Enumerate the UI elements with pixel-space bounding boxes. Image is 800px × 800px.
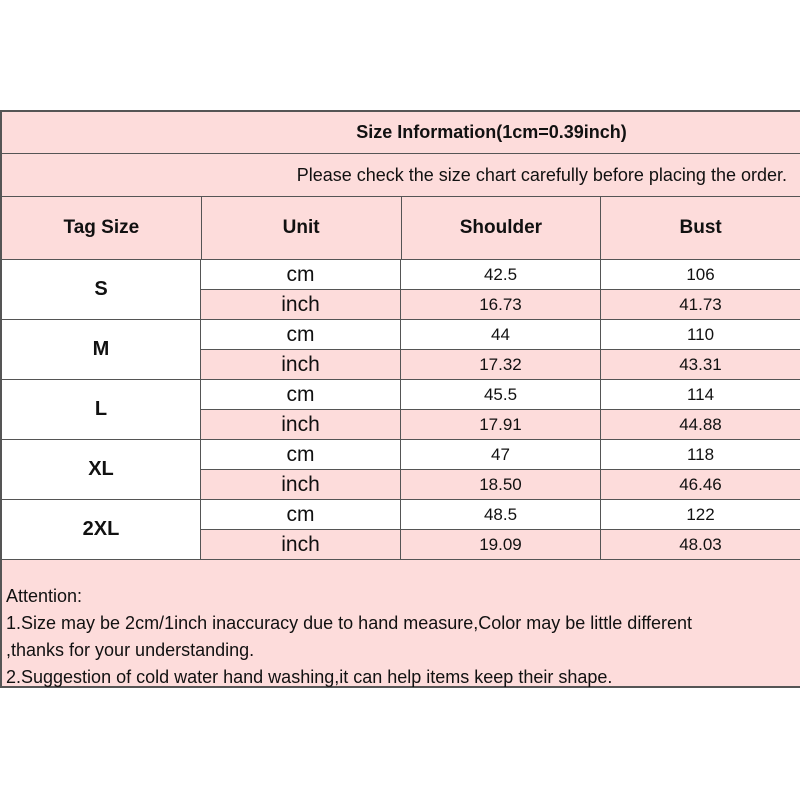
table-row-cm: cm 47 118: [201, 440, 800, 470]
header-bust: Bust: [601, 197, 800, 259]
shoulder-cell: 45.5: [401, 380, 601, 409]
unit-cell: cm: [201, 260, 401, 289]
table-row-cm: cm 45.5 114: [201, 380, 800, 410]
tag-size: 2XL: [2, 500, 201, 559]
attention-notes: Attention: 1.Size may be 2cm/1inch inacc…: [2, 560, 800, 688]
unit-cell: inch: [201, 530, 401, 559]
bust-cell: 114: [601, 380, 800, 409]
tag-size: L: [2, 380, 201, 439]
size-group: XL cm 47 118 inch 18.50 46.46: [2, 440, 800, 500]
note-line: ,thanks for your understanding.: [6, 640, 255, 660]
note-line: 2.Suggestion of cold water hand washing,…: [6, 667, 613, 687]
bust-cell: 48.03: [601, 530, 800, 559]
table-row-inch: inch 17.91 44.88: [201, 410, 800, 439]
table-row-inch: inch 17.32 43.31: [201, 350, 800, 379]
title-text: Size Information(1cm=0.39inch): [356, 122, 627, 142]
table-row-cm: cm 48.5 122: [201, 500, 800, 530]
size-group: L cm 45.5 114 inch 17.91 44.88: [2, 380, 800, 440]
tag-size: S: [2, 260, 201, 319]
unit-cell: cm: [201, 440, 401, 469]
size-group: S cm 42.5 106 inch 16.73 41.73: [2, 260, 800, 320]
table-row-inch: inch 16.73 41.73: [201, 290, 800, 319]
shoulder-cell: 47: [401, 440, 601, 469]
unit-cell: inch: [201, 350, 401, 379]
size-group: 2XL cm 48.5 122 inch 19.09 48.03: [2, 500, 800, 560]
shoulder-cell: 17.32: [401, 350, 601, 379]
shoulder-cell: 18.50: [401, 470, 601, 499]
header-tag-size: Tag Size: [2, 197, 202, 259]
shoulder-cell: 17.91: [401, 410, 601, 439]
bust-cell: 122: [601, 500, 800, 529]
table-row-cm: cm 44 110: [201, 320, 800, 350]
bust-cell: 106: [601, 260, 800, 289]
unit-cell: inch: [201, 470, 401, 499]
unit-cell: inch: [201, 290, 401, 319]
bust-cell: 44.88: [601, 410, 800, 439]
size-chart-table: Size Information(1cm=0.39inch) Please ch…: [0, 110, 800, 688]
bust-cell: 118: [601, 440, 800, 469]
bust-cell: 41.73: [601, 290, 800, 319]
shoulder-cell: 16.73: [401, 290, 601, 319]
shoulder-cell: 44: [401, 320, 601, 349]
table-row-cm: cm 42.5 106: [201, 260, 800, 290]
shoulder-cell: 19.09: [401, 530, 601, 559]
note-line: 1.Size may be 2cm/1inch inaccuracy due t…: [6, 613, 693, 633]
header-unit: Unit: [202, 197, 402, 259]
header-row: Tag Size Unit Shoulder Bust: [2, 197, 800, 260]
shoulder-cell: 42.5: [401, 260, 601, 289]
bust-cell: 110: [601, 320, 800, 349]
shoulder-cell: 48.5: [401, 500, 601, 529]
unit-cell: cm: [201, 320, 401, 349]
size-group: M cm 44 110 inch 17.32 43.31: [2, 320, 800, 380]
table-title: Size Information(1cm=0.39inch): [2, 112, 800, 154]
bust-cell: 46.46: [601, 470, 800, 499]
tag-size: M: [2, 320, 201, 379]
header-shoulder: Shoulder: [402, 197, 602, 259]
unit-cell: cm: [201, 500, 401, 529]
tag-size: XL: [2, 440, 201, 499]
subtitle-text: Please check the size chart carefully be…: [296, 164, 787, 185]
table-subtitle: Please check the size chart carefully be…: [2, 154, 800, 197]
table-row-inch: inch 18.50 46.46: [201, 470, 800, 499]
unit-cell: cm: [201, 380, 401, 409]
unit-cell: inch: [201, 410, 401, 439]
table-row-inch: inch 19.09 48.03: [201, 530, 800, 559]
note-line: Attention:: [6, 586, 83, 606]
bust-cell: 43.31: [601, 350, 800, 379]
